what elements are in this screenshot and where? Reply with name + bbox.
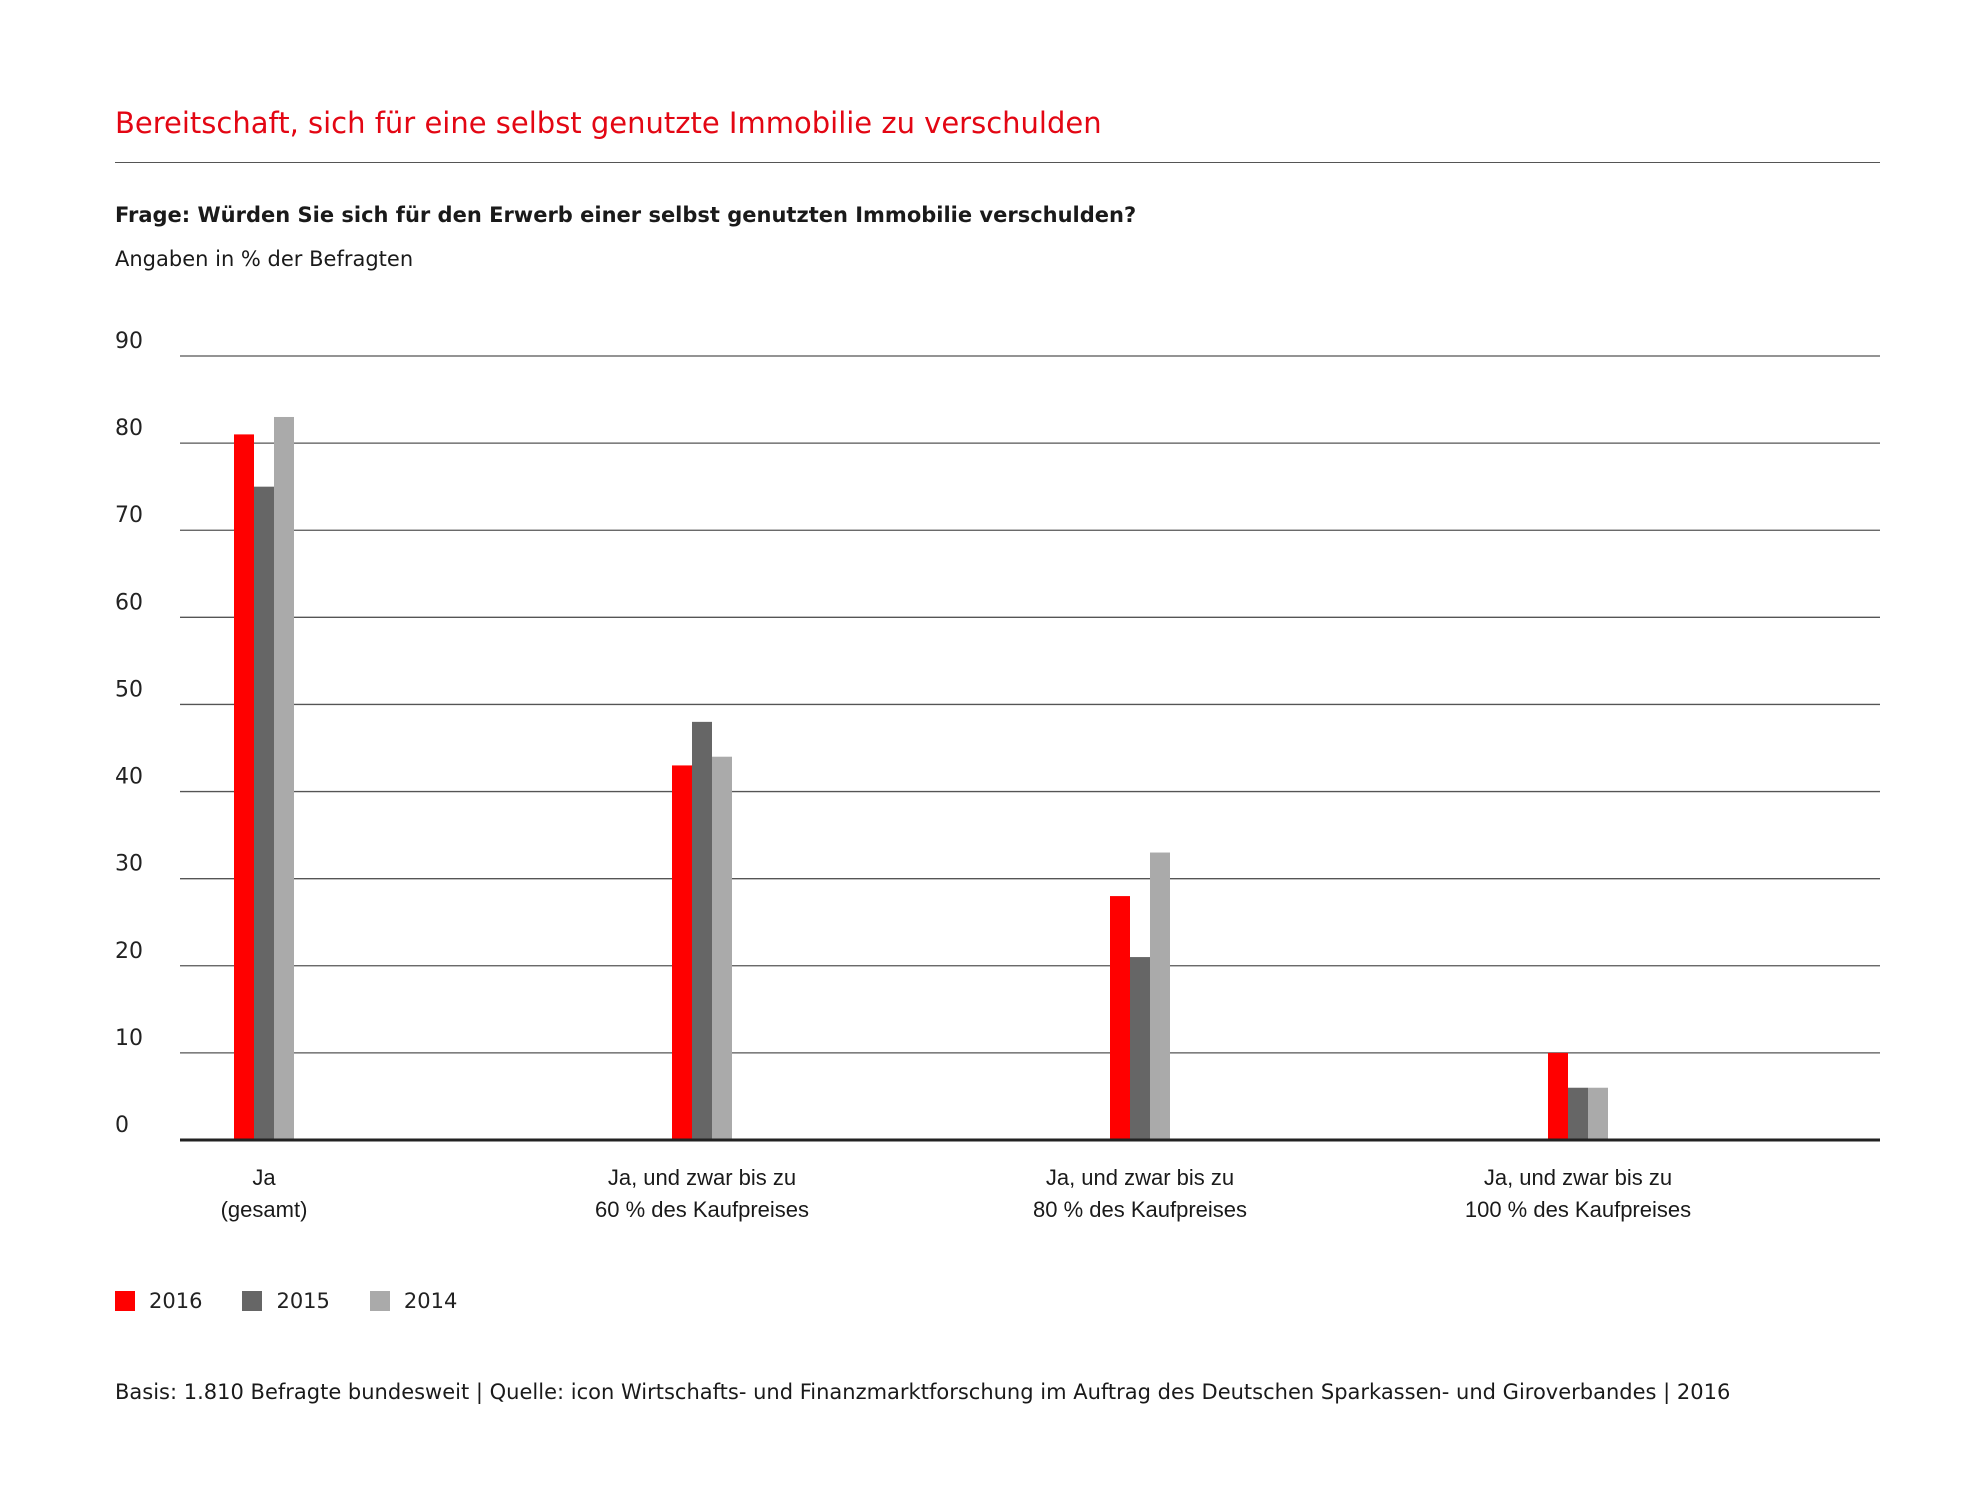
y-tick-label-20: 20 xyxy=(115,939,143,964)
legend: 2016 2015 2014 xyxy=(115,1289,457,1313)
legend-label-2014: 2014 xyxy=(403,1289,458,1313)
legend-label-2016: 2016 xyxy=(149,1289,203,1313)
legend-item-2015: 2015 xyxy=(242,1289,330,1313)
x-category-label-3-line0: Ja, und zwar bis zu xyxy=(1484,1165,1672,1190)
survey-question: Frage: Würden Sie sich für den Erwerb ei… xyxy=(115,203,1137,227)
y-tick-label-0: 0 xyxy=(115,1113,129,1138)
x-category-label-0-line0: Ja xyxy=(252,1165,276,1190)
bar-2014-cat0 xyxy=(274,416,294,1140)
y-tick-label-50: 50 xyxy=(115,677,143,702)
chart-title: Bereitschaft, sich für eine selbst genut… xyxy=(115,106,1102,140)
y-tick-label-70: 70 xyxy=(115,503,143,528)
legend-label-2015: 2015 xyxy=(276,1289,330,1313)
bar-2015-cat1 xyxy=(692,721,712,1140)
bar-2014-cat1 xyxy=(712,756,732,1140)
unit-note: Angaben in % der Befragten xyxy=(115,247,414,271)
bar-2015-cat2 xyxy=(1130,957,1150,1140)
x-category-label-0-line1: (gesamt) xyxy=(221,1197,308,1222)
bar-2016-cat1 xyxy=(672,765,692,1140)
bar-2015-cat3 xyxy=(1568,1087,1588,1140)
y-tick-label-10: 10 xyxy=(115,1026,143,1051)
legend-item-2016: 2016 xyxy=(115,1289,202,1313)
y-tick-label-90: 90 xyxy=(115,329,143,354)
bar-2015-cat0 xyxy=(254,486,274,1141)
bar-2014-cat3 xyxy=(1588,1087,1608,1140)
legend-swatch-2015 xyxy=(242,1291,263,1311)
bar-2016-cat2 xyxy=(1110,896,1130,1140)
bar-2014-cat2 xyxy=(1150,852,1170,1140)
title-divider xyxy=(115,162,1880,163)
y-tick-label-40: 40 xyxy=(115,765,143,790)
legend-swatch-2014 xyxy=(369,1291,390,1311)
y-tick-label-80: 80 xyxy=(115,416,143,441)
y-tick-label-60: 60 xyxy=(115,590,143,615)
legend-swatch-2016 xyxy=(115,1291,135,1311)
y-tick-label-30: 30 xyxy=(115,852,143,877)
source-footer: Basis: 1.810 Befragte bundesweit | Quell… xyxy=(115,1380,1731,1404)
x-category-label-1-line0: Ja, und zwar bis zu xyxy=(608,1165,796,1190)
bar-2016-cat0 xyxy=(234,434,254,1140)
legend-item-2014: 2014 xyxy=(369,1289,458,1313)
x-category-label-2-line1: 80 % des Kaufpreises xyxy=(1033,1197,1247,1222)
x-category-label-2-line0: Ja, und zwar bis zu xyxy=(1046,1165,1234,1190)
x-category-label-1-line1: 60 % des Kaufpreises xyxy=(595,1197,809,1222)
bar-2016-cat3 xyxy=(1548,1052,1568,1140)
x-category-label-3-line1: 100 % des Kaufpreises xyxy=(1465,1197,1691,1222)
